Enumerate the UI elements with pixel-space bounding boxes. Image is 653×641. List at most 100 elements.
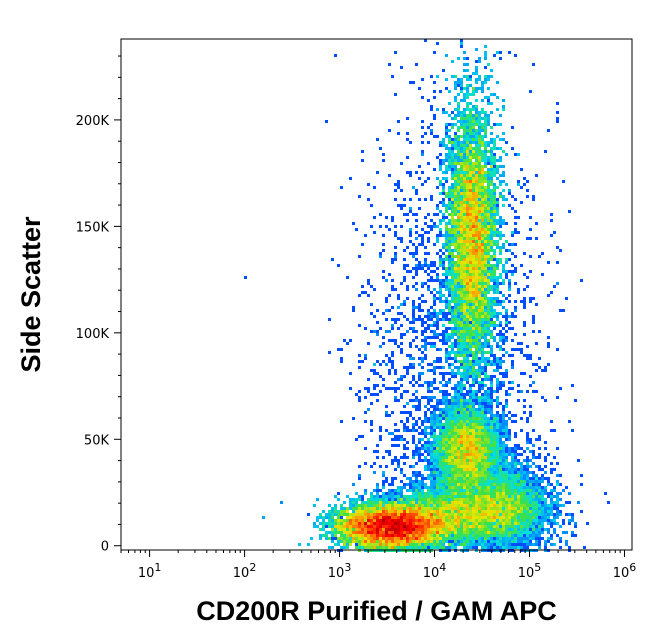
data-point <box>388 522 391 525</box>
data-point <box>505 351 508 354</box>
data-point <box>454 270 457 273</box>
data-point <box>529 495 532 498</box>
data-point <box>460 264 463 267</box>
data-point <box>454 144 457 147</box>
data-point <box>499 321 502 324</box>
data-point <box>457 111 460 114</box>
data-point <box>490 399 493 402</box>
data-point <box>502 381 505 384</box>
data-point <box>496 471 499 474</box>
data-point <box>376 495 379 498</box>
data-point <box>433 429 436 432</box>
data-point <box>454 492 457 495</box>
data-point <box>382 525 385 528</box>
data-point <box>487 198 490 201</box>
data-point <box>418 165 421 168</box>
data-point <box>445 420 448 423</box>
data-point <box>466 501 469 504</box>
data-point <box>460 177 463 180</box>
data-point <box>451 222 454 225</box>
data-point <box>439 381 442 384</box>
data-point <box>454 411 457 414</box>
data-point <box>487 468 490 471</box>
data-point <box>391 537 394 540</box>
data-point <box>349 498 352 501</box>
data-point <box>388 531 391 534</box>
data-point <box>472 258 475 261</box>
data-point <box>436 486 439 489</box>
data-point <box>493 297 496 300</box>
data-point <box>487 423 490 426</box>
data-point <box>457 183 460 186</box>
data-point <box>412 474 415 477</box>
data-point <box>373 534 376 537</box>
data-point <box>484 477 487 480</box>
data-point <box>433 474 436 477</box>
data-point <box>541 489 544 492</box>
data-point <box>526 492 529 495</box>
data-point <box>370 531 373 534</box>
data-point <box>526 474 529 477</box>
data-point <box>463 270 466 273</box>
data-point <box>523 300 526 303</box>
data-point <box>394 489 397 492</box>
data-point <box>490 183 493 186</box>
data-point <box>478 243 481 246</box>
data-point <box>505 495 508 498</box>
data-point <box>439 486 442 489</box>
data-point <box>547 294 550 297</box>
data-point <box>370 330 373 333</box>
data-point <box>508 285 511 288</box>
data-point <box>451 285 454 288</box>
data-point <box>463 429 466 432</box>
data-point <box>481 348 484 351</box>
data-point <box>397 462 400 465</box>
data-point <box>466 249 469 252</box>
data-point <box>433 537 436 540</box>
data-point <box>469 504 472 507</box>
data-point <box>451 258 454 261</box>
data-point <box>484 147 487 150</box>
data-point <box>493 282 496 285</box>
data-point <box>487 306 490 309</box>
data-point <box>532 483 535 486</box>
data-point <box>472 285 475 288</box>
data-point <box>454 273 457 276</box>
data-point <box>493 153 496 156</box>
data-point <box>520 372 523 375</box>
data-point <box>322 510 325 513</box>
data-point <box>517 153 520 156</box>
data-point <box>466 132 469 135</box>
data-point <box>508 486 511 489</box>
data-point <box>427 513 430 516</box>
data-point <box>481 180 484 183</box>
data-point <box>481 324 484 327</box>
data-point <box>514 516 517 519</box>
data-point <box>454 117 457 120</box>
data-point <box>481 246 484 249</box>
data-point <box>484 411 487 414</box>
data-point <box>478 270 481 273</box>
data-point <box>493 483 496 486</box>
data-point <box>379 504 382 507</box>
data-point <box>475 90 478 93</box>
data-point <box>400 378 403 381</box>
data-point <box>529 255 532 258</box>
data-point <box>361 522 364 525</box>
data-point <box>430 291 433 294</box>
data-point <box>352 501 355 504</box>
data-point <box>337 516 340 519</box>
data-point <box>445 288 448 291</box>
data-point <box>493 249 496 252</box>
data-point <box>457 495 460 498</box>
data-point <box>358 477 361 480</box>
data-point <box>442 234 445 237</box>
data-point <box>451 507 454 510</box>
data-point <box>361 159 364 162</box>
data-point <box>520 264 523 267</box>
data-point <box>517 231 520 234</box>
data-point <box>460 444 463 447</box>
data-point <box>484 114 487 117</box>
data-point <box>502 420 505 423</box>
data-point <box>427 267 430 270</box>
